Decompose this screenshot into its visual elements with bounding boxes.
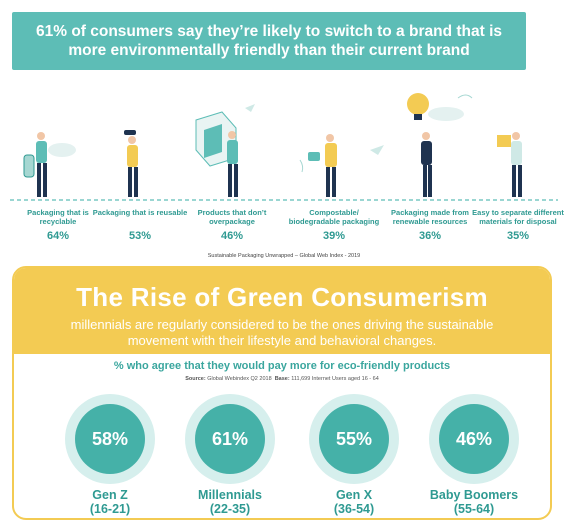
- base-label: Base:: [274, 376, 290, 382]
- stat-compostable: Compostable/ biodegradable packaging 39%: [286, 208, 382, 242]
- generation-name: Gen Z: [92, 488, 128, 502]
- person-recyclable-figure: [23, 132, 76, 197]
- generation-baby-boomers: 46% Baby Boomers (55-64): [424, 394, 524, 516]
- person-reusable-figure: [124, 130, 138, 197]
- person-renewable-figure: [407, 93, 473, 197]
- percent-circle: 55%: [309, 394, 399, 484]
- person-overpackage-figure: [195, 104, 255, 197]
- stat-recyclable: Packaging that is recyclable 64%: [10, 208, 106, 242]
- percent-circle: 61%: [185, 394, 275, 484]
- generation-millennials: 61% Millennials (22-35): [180, 394, 280, 516]
- generation-gen-x: 55% Gen X (36-54): [304, 394, 404, 516]
- stat-label: Packaging made from renewable resources: [391, 208, 469, 226]
- generation-name: Baby Boomers: [429, 488, 519, 502]
- panel-header: The Rise of Green Consumerism millennial…: [14, 268, 550, 354]
- panel-title: The Rise of Green Consumerism: [76, 282, 488, 312]
- top-source-note: Sustainable Packaging Unwrapped – Global…: [207, 253, 361, 259]
- packaging-stats: Packaging that is recyclable 64% Packagi…: [10, 208, 564, 248]
- stat-label: Easy to separate different materials for…: [472, 208, 564, 226]
- green-consumerism-panel: The Rise of Green Consumerism millennial…: [12, 266, 552, 520]
- people-illustration: [10, 93, 558, 201]
- stat-label: Products that don’t overpackage: [197, 208, 267, 226]
- source-label: Source:: [185, 376, 206, 382]
- stat-label: Packaging that is reusable: [92, 208, 188, 217]
- stat-label: Compostable/ biodegradable packaging: [288, 208, 380, 226]
- survey-question: % who agree that they would pay more for…: [113, 360, 451, 372]
- generation-gen-z: 58% Gen Z (16-21): [60, 394, 160, 516]
- stat-percent: 64%: [46, 230, 70, 242]
- generation-name: Gen X: [335, 488, 373, 502]
- stat-overpackage: Products that don’t overpackage 46%: [184, 208, 280, 242]
- person-compostable-figure: [299, 134, 384, 197]
- generation-name: Millennials: [198, 488, 262, 502]
- generation-age-range: (36-54): [333, 502, 375, 516]
- stat-renewable: Packaging made from renewable resources …: [382, 208, 478, 242]
- percent-value: 55%: [319, 404, 389, 474]
- stat-reusable: Packaging that is reusable 53%: [92, 208, 188, 242]
- headline-text: 61% of consumers say they’re likely to s…: [35, 23, 502, 59]
- percent-circle: 46%: [429, 394, 519, 484]
- percent-circle: 58%: [65, 394, 155, 484]
- panel-subtitle: millennials are regularly considered to …: [70, 317, 494, 348]
- generation-age-range: (16-21): [89, 502, 131, 516]
- percent-value: 61%: [195, 404, 265, 474]
- stat-percent: 39%: [322, 230, 346, 242]
- stat-label: Packaging that is recyclable: [27, 208, 89, 226]
- stat-percent: 35%: [506, 230, 530, 242]
- stat-percent: 36%: [418, 230, 442, 242]
- generation-age-range: (55-64): [453, 502, 495, 516]
- stat-separate: Easy to separate different materials for…: [470, 208, 566, 242]
- source-text: Global Webindex Q2 2018: [207, 376, 272, 382]
- percent-value: 58%: [75, 404, 145, 474]
- illustration-row: [0, 80, 568, 210]
- percent-value: 46%: [439, 404, 509, 474]
- person-separate-figure: [497, 132, 522, 197]
- survey-source: Source: Global Webindex Q2 2018 Base: 11…: [14, 376, 550, 382]
- stat-percent: 53%: [128, 230, 152, 242]
- base-text: 111,699 Internet Users aged 16 - 64: [291, 376, 379, 382]
- generation-age-range: (22-35): [209, 502, 251, 516]
- stat-percent: 46%: [220, 230, 244, 242]
- headline-banner: 61% of consumers say they’re likely to s…: [12, 12, 526, 70]
